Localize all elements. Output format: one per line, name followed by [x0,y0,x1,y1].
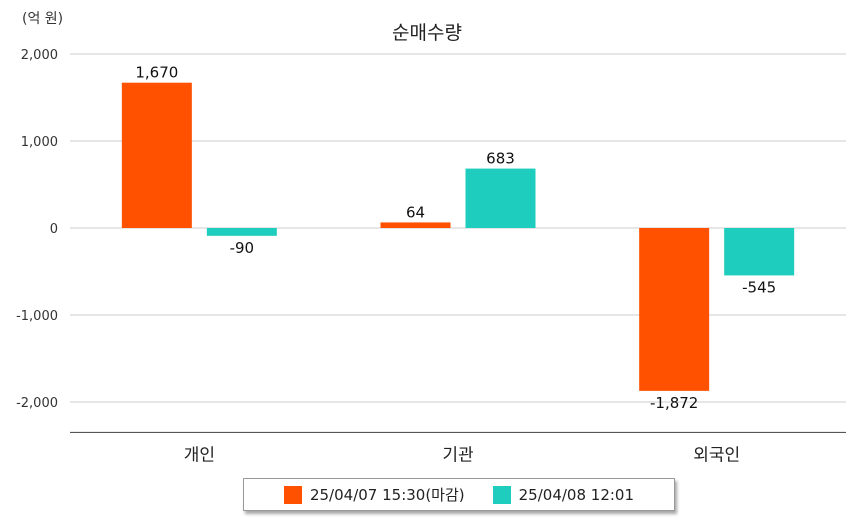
bar [465,168,536,228]
legend: 25/04/07 15:30(마감) 25/04/08 12:01 [243,478,675,511]
x-tick-label: 개인 [184,445,215,465]
y-tick-label: -1,000 [16,309,58,324]
bar [639,228,710,391]
data-label: 1,670 [135,64,178,82]
legend-item-series-2: 25/04/08 12:01 [492,485,635,504]
x-tick-label: 기관 [442,445,473,465]
y-tick-label: 1,000 [21,135,58,150]
bar [121,82,192,229]
data-label: -1,872 [650,394,698,412]
chart-title: 순매수량 [392,22,462,44]
unit-label: (억 원) [22,11,64,27]
y-tick-label: 2,000 [21,48,58,63]
legend-item-series-1: 25/04/07 15:30(마감) [283,484,465,505]
bar [380,222,451,228]
x-tick-label: 외국인 [693,445,740,465]
y-tick-label: -2,000 [16,396,58,411]
data-label: -545 [742,278,776,296]
y-tick-label: 0 [50,222,58,237]
bar [206,228,277,236]
data-label: -90 [230,239,255,257]
legend-swatch-series-2 [492,485,511,504]
legend-swatch-series-1 [283,485,302,504]
data-label: 64 [406,203,425,221]
bar [724,228,795,276]
data-label: 683 [486,150,515,168]
legend-label-series-2: 25/04/08 12:01 [518,485,635,504]
legend-label-series-1: 25/04/07 15:30(마감) [309,486,465,504]
